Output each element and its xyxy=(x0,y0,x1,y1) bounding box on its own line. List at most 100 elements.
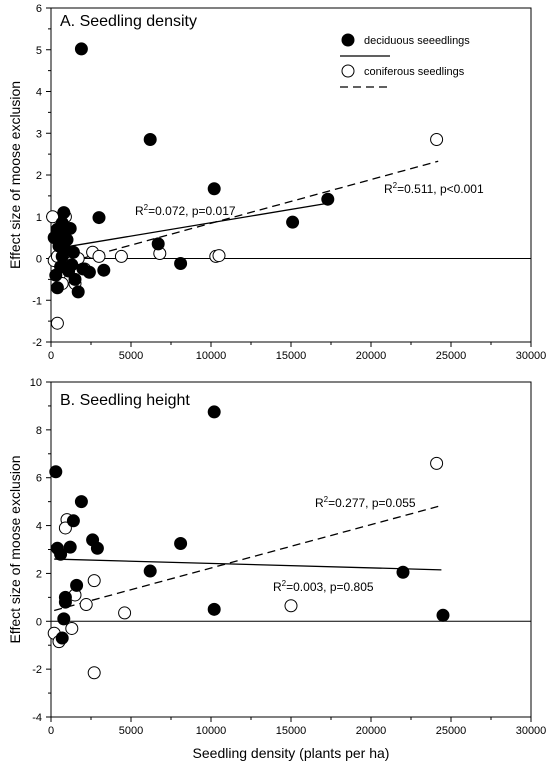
deciduous-r2-annotation: R2=0.072, p=0.017 xyxy=(135,203,236,218)
y-tick-label: 4 xyxy=(36,87,42,99)
x-tick-label: 20000 xyxy=(356,350,387,362)
y-tick-label: 8 xyxy=(36,425,42,437)
legend-label: deciduous seeedlings xyxy=(364,35,470,47)
deciduous-point xyxy=(66,514,80,528)
x-tick-label: 30000 xyxy=(516,350,547,362)
deciduous-point xyxy=(71,285,85,299)
deciduous-point xyxy=(54,547,68,561)
coniferous-trend-line xyxy=(58,160,439,266)
coniferous-point xyxy=(212,249,226,263)
deciduous-point xyxy=(65,258,79,272)
deciduous-point xyxy=(49,465,63,479)
deciduous-point xyxy=(55,631,69,645)
deciduous-point xyxy=(57,206,71,220)
x-tick-label: 0 xyxy=(48,350,54,362)
coniferous-point xyxy=(87,574,101,588)
y-tick-label: -1 xyxy=(32,295,42,307)
coniferous-point xyxy=(92,249,106,263)
deciduous-point xyxy=(82,265,96,279)
coniferous-point xyxy=(46,210,60,224)
x-tick-label: 10000 xyxy=(196,350,227,362)
deciduous-point xyxy=(207,182,221,196)
panel-b: 0 5000 10000 15000 20000 25000 30000 -4 -2 0 2 4 6 8 1… xyxy=(7,377,546,761)
legend: deciduous seeedlings coniferous seedlings xyxy=(340,33,470,88)
legend-label: coniferous seedlings xyxy=(364,66,465,78)
x-tick-label: 30000 xyxy=(516,725,547,737)
deciduous-point xyxy=(70,578,84,592)
deciduous-point xyxy=(207,405,221,419)
y-tick-label: 2 xyxy=(36,568,42,580)
x-axis-label: Seedling density (plants per ha) xyxy=(193,745,390,761)
coniferous-point xyxy=(284,599,298,613)
x-tick-label: 0 xyxy=(48,725,54,737)
deciduous-point xyxy=(436,608,450,622)
deciduous-point xyxy=(68,272,82,286)
y-tick-label: 10 xyxy=(30,377,42,389)
deciduous-point xyxy=(396,565,410,579)
y-tick-label: -4 xyxy=(32,712,42,724)
deciduous-point xyxy=(92,211,106,225)
coniferous-point xyxy=(58,521,72,535)
x-tick-label: 20000 xyxy=(356,725,387,737)
coniferous-r2-annotation: R2=0.277, p=0.055 xyxy=(315,495,416,510)
y-tick-label: 3 xyxy=(36,128,42,140)
deciduous-point xyxy=(174,537,188,551)
deciduous-point xyxy=(74,495,88,509)
deciduous-point xyxy=(143,564,157,578)
legend-marker xyxy=(341,64,355,78)
x-tick-label: 15000 xyxy=(276,350,307,362)
deciduous-point xyxy=(63,221,77,235)
deciduous-point xyxy=(174,257,188,271)
coniferous-point xyxy=(79,598,93,612)
chart-title: B. Seedling height xyxy=(60,392,190,409)
deciduous-point xyxy=(58,595,72,609)
coniferous-point xyxy=(430,133,444,147)
coniferous-r2-annotation: R2=0.511, p<0.001 xyxy=(384,181,484,196)
coniferous-point xyxy=(430,456,444,470)
coniferous-trend-line xyxy=(54,505,439,612)
coniferous-point xyxy=(50,316,64,330)
deciduous-point xyxy=(50,281,64,295)
coniferous-point xyxy=(87,666,101,680)
y-tick-label: 6 xyxy=(36,473,42,485)
y-tick-label: -2 xyxy=(32,664,42,676)
deciduous-point xyxy=(57,612,71,626)
x-tick-label: 5000 xyxy=(119,350,143,362)
plot-frame xyxy=(50,7,532,343)
deciduous-point xyxy=(57,237,71,251)
deciduous-point xyxy=(207,602,221,616)
coniferous-point xyxy=(65,621,79,635)
coniferous-point xyxy=(114,249,128,263)
deciduous-point xyxy=(97,263,111,277)
deciduous-point xyxy=(63,540,77,554)
y-tick-label: 6 xyxy=(36,3,42,15)
y-tick-label: -2 xyxy=(32,337,42,349)
deciduous-r2-annotation: R2=0.003, p=0.805 xyxy=(273,579,374,594)
x-tick-label: 5000 xyxy=(119,725,143,737)
deciduous-trend-line xyxy=(54,558,442,571)
x-tick-label: 15000 xyxy=(276,725,307,737)
coniferous-point xyxy=(118,606,132,620)
deciduous-point xyxy=(143,133,157,147)
y-axis-label: Effect size of moose exclusion xyxy=(7,81,23,269)
deciduous-point xyxy=(55,249,69,263)
deciduous-point xyxy=(66,245,80,259)
deciduous-point xyxy=(321,192,335,206)
deciduous-point xyxy=(151,237,165,251)
y-tick-label: 5 xyxy=(36,45,42,57)
y-axis-label: Effect size of moose exclusion xyxy=(7,455,23,643)
y-tick-label: 0 xyxy=(36,254,42,266)
x-tick-label: 25000 xyxy=(436,725,467,737)
plot-frame xyxy=(50,381,532,718)
chart-title: A. Seedling density xyxy=(60,13,197,30)
deciduous-point xyxy=(74,42,88,56)
x-tick-label: 25000 xyxy=(436,350,467,362)
y-tick-label: 4 xyxy=(36,521,42,533)
y-tick-label: 1 xyxy=(36,212,42,224)
legend-marker xyxy=(341,33,355,47)
y-tick-label: 0 xyxy=(36,616,42,628)
x-tick-label: 10000 xyxy=(196,725,227,737)
deciduous-trend-line xyxy=(58,202,330,249)
y-tick-label: 2 xyxy=(36,170,42,182)
